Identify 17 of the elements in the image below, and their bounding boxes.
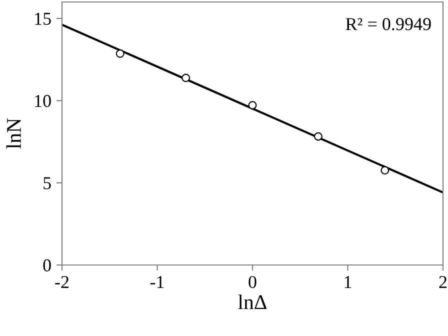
point: [380, 166, 390, 175]
y-tick-label: 0: [43, 259, 51, 272]
point: [182, 74, 190, 82]
point: [248, 101, 257, 110]
y-tick-label: 5: [44, 177, 51, 190]
x-tick-label: 2: [439, 276, 447, 288]
y-axis-title: lnN: [6, 118, 21, 149]
x-tick-label: -1: [150, 276, 164, 288]
x-tick-label: 1: [344, 276, 352, 288]
point: [314, 132, 322, 141]
x-axis-title: lnΔ: [238, 294, 267, 310]
x-tick-label: -2: [55, 276, 69, 288]
point: [116, 49, 124, 58]
x-tick-label: 0: [248, 276, 256, 288]
y-tick-label: 10: [35, 94, 51, 108]
y-tick-label: 15: [35, 12, 51, 25]
annotation: R² = 0.9949: [346, 18, 431, 30]
